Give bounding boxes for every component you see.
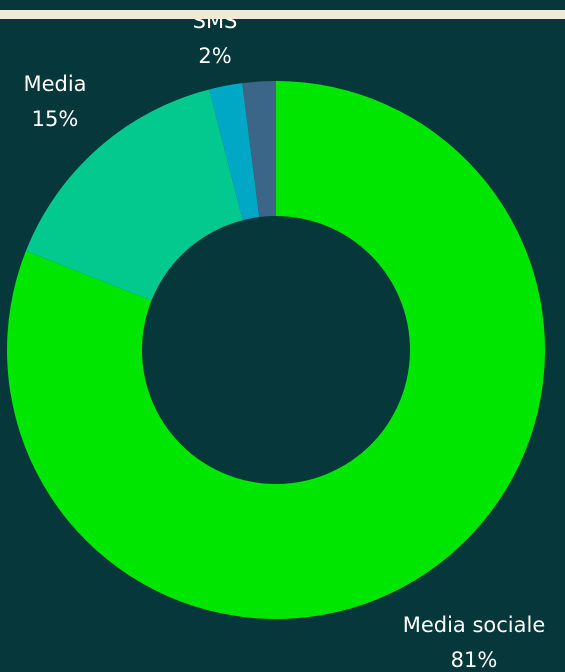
slice-value-label: 2% <box>198 44 231 68</box>
slice <box>242 81 276 218</box>
slice-value-label: 81% <box>451 648 498 672</box>
slice <box>6 81 546 620</box>
slice-label: Media <box>23 72 86 96</box>
slices <box>6 81 546 620</box>
slice-label: Media sociale <box>403 613 546 637</box>
slice <box>25 89 243 301</box>
slice <box>209 83 260 221</box>
top-bar <box>0 10 565 19</box>
slice-value-label: 15% <box>32 107 79 131</box>
